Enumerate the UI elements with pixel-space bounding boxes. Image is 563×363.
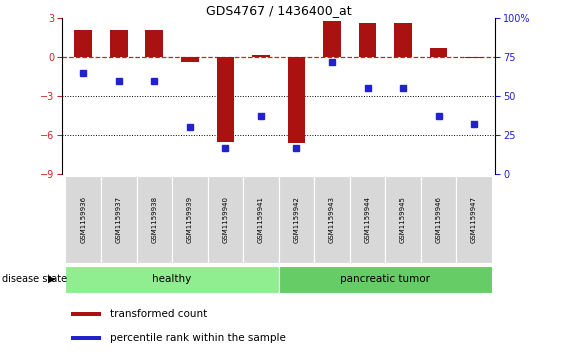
Text: disease state: disease state	[2, 274, 67, 284]
Text: GSM1159938: GSM1159938	[151, 196, 157, 243]
FancyBboxPatch shape	[208, 176, 243, 263]
FancyBboxPatch shape	[385, 176, 421, 263]
Bar	[359, 23, 377, 57]
Text: pancreatic tumor: pancreatic tumor	[340, 274, 430, 284]
Text: GSM1159946: GSM1159946	[436, 196, 441, 243]
Text: GSM1159945: GSM1159945	[400, 196, 406, 243]
FancyBboxPatch shape	[101, 176, 137, 263]
Bar	[288, 57, 305, 143]
Bar	[323, 21, 341, 57]
Text: GSM1159937: GSM1159937	[116, 196, 122, 243]
Text: GSM1159947: GSM1159947	[471, 196, 477, 243]
Text: ▶: ▶	[48, 274, 55, 284]
Bar	[217, 57, 234, 142]
Bar	[110, 30, 128, 57]
FancyBboxPatch shape	[70, 312, 101, 316]
FancyBboxPatch shape	[172, 176, 208, 263]
Text: GSM1159943: GSM1159943	[329, 196, 335, 243]
FancyBboxPatch shape	[65, 176, 101, 263]
Bar	[252, 54, 270, 57]
FancyBboxPatch shape	[350, 176, 385, 263]
Text: GSM1159941: GSM1159941	[258, 196, 264, 243]
Text: GSM1159936: GSM1159936	[81, 196, 86, 243]
Text: transformed count: transformed count	[110, 309, 207, 319]
Bar	[181, 57, 199, 62]
Text: GSM1159944: GSM1159944	[364, 196, 370, 243]
FancyBboxPatch shape	[421, 176, 457, 263]
FancyBboxPatch shape	[279, 176, 314, 263]
FancyBboxPatch shape	[137, 176, 172, 263]
Text: GSM1159940: GSM1159940	[222, 196, 229, 243]
FancyBboxPatch shape	[279, 266, 492, 293]
FancyBboxPatch shape	[243, 176, 279, 263]
Bar	[465, 57, 483, 58]
Bar	[145, 30, 163, 57]
Text: GSM1159939: GSM1159939	[187, 196, 193, 243]
FancyBboxPatch shape	[70, 336, 101, 340]
FancyBboxPatch shape	[65, 266, 279, 293]
Bar	[394, 23, 412, 57]
FancyBboxPatch shape	[457, 176, 492, 263]
Bar	[74, 30, 92, 57]
Text: healthy: healthy	[153, 274, 192, 284]
Bar	[430, 48, 448, 57]
Text: percentile rank within the sample: percentile rank within the sample	[110, 333, 285, 343]
FancyBboxPatch shape	[314, 176, 350, 263]
Text: GSM1159942: GSM1159942	[293, 196, 300, 243]
Title: GDS4767 / 1436400_at: GDS4767 / 1436400_at	[206, 4, 351, 17]
